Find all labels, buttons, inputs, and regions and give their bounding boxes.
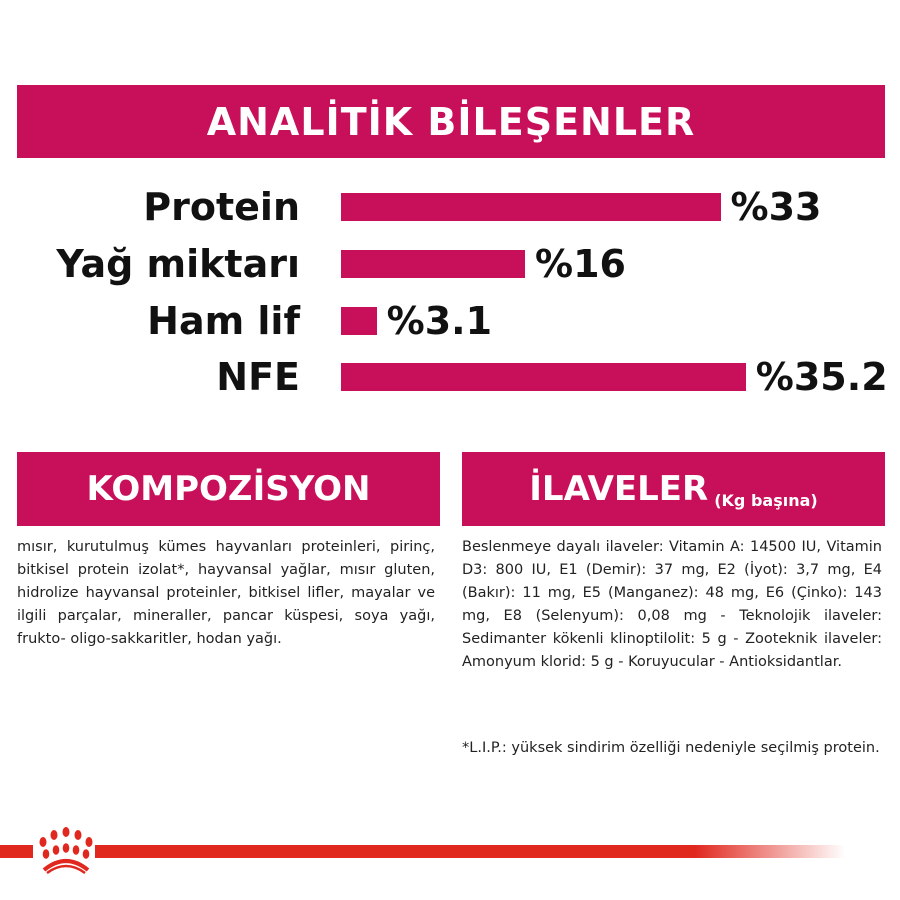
- value-label: %3.1: [386, 299, 493, 343]
- bar: [341, 250, 525, 278]
- chart-row: Ham lif %3.1: [0, 296, 900, 346]
- chart-row: Protein %33: [0, 182, 900, 232]
- composition-header: KOMPOZİSYON: [17, 452, 440, 526]
- analytic-components-banner: ANALİTİK BİLEŞENLER: [17, 85, 885, 158]
- bar: [341, 307, 377, 335]
- value-label: %35.2: [755, 355, 888, 399]
- brand-band-left: [0, 845, 33, 858]
- additives-subtitle: (Kg başına): [714, 491, 818, 510]
- category-label: Protein: [143, 185, 300, 229]
- crown-logo-icon: [39, 827, 93, 874]
- value-label: %16: [535, 242, 626, 286]
- additives-header: İLAVELER (Kg başına): [462, 452, 885, 526]
- additives-text: Beslenmeye dayalı ilaveler: Vitamin A: 1…: [462, 539, 882, 670]
- category-label: NFE: [216, 355, 300, 399]
- category-label: Yağ miktarı: [56, 242, 300, 286]
- value-label: %33: [730, 185, 822, 229]
- bar: [341, 193, 721, 221]
- composition-title: KOMPOZİSYON: [86, 469, 371, 509]
- chart-row: Yağ miktarı %16: [0, 239, 900, 289]
- brand-band-right: [95, 845, 845, 858]
- additives-title: İLAVELER: [529, 469, 709, 509]
- chart-row: NFE %35.2: [0, 352, 900, 402]
- composition-text: mısır, kurutulmuş kümes hayvanları prote…: [17, 539, 435, 647]
- footnote: *L.I.P.: yüksek sindirim özelliği nedeni…: [462, 740, 880, 756]
- category-label: Ham lif: [147, 299, 300, 343]
- bar: [341, 363, 746, 391]
